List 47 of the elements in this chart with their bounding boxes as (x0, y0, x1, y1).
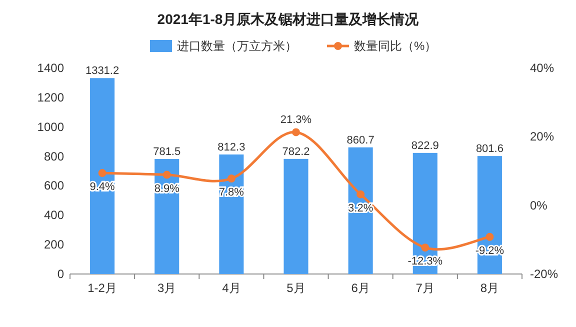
y-tick-label: 1400 (37, 61, 64, 75)
y2-tick-label: 0% (530, 198, 548, 212)
legend-label: 进口数量（万立方米） (177, 39, 297, 53)
x-tick-label: 5月 (286, 281, 306, 295)
y-tick-label: 0 (57, 267, 64, 281)
data-label: 21.3% (280, 114, 312, 126)
data-label: 3.2% (348, 202, 374, 214)
data-label: 8.9% (154, 182, 180, 195)
point (162, 170, 171, 179)
data-label: 1331.2 (85, 65, 120, 78)
bar (154, 159, 180, 274)
x-tick-label: 4月 (222, 281, 241, 295)
y2-tick-label: 40% (530, 61, 554, 75)
legend-label: 数量同比（%） (354, 39, 437, 53)
point (292, 128, 300, 136)
x-tick-label: 6月 (351, 281, 370, 295)
chart-title: 2021年1-8月原木及锯材进口量及增长情况 (157, 11, 420, 27)
data-label: 822.9 (411, 140, 439, 152)
y2-tick-label: 20% (530, 130, 554, 144)
data-label: 860.7 (346, 134, 374, 146)
point (227, 174, 236, 183)
bar (219, 154, 244, 274)
bar (477, 156, 502, 274)
point (421, 244, 430, 252)
x-tick-label: 7月 (416, 281, 434, 295)
y-tick-label: 1200 (37, 90, 64, 104)
data-label: 782.2 (282, 146, 310, 158)
y-tick-label: 1000 (37, 120, 64, 134)
bar (284, 158, 308, 274)
point (486, 232, 494, 241)
data-label: 801.6 (476, 143, 504, 156)
data-label: 7.8% (218, 186, 244, 199)
x-tick-label: 8月 (480, 281, 500, 295)
y-tick-label: 400 (44, 208, 64, 222)
data-label: 812.3 (218, 141, 246, 154)
x-tick-label: 1-2月 (88, 281, 117, 295)
y-tick-label: 600 (44, 178, 64, 193)
data-label: 9.4% (90, 181, 116, 194)
point (98, 169, 106, 178)
data-label: 781.5 (153, 146, 181, 158)
y2-tick-label: -20% (530, 267, 558, 281)
y-tick-label: 200 (44, 238, 64, 252)
x-tick-label: 3月 (158, 281, 176, 295)
y-tick-label: 800 (44, 149, 64, 164)
bar (348, 147, 373, 274)
point (356, 190, 365, 198)
bar (90, 78, 115, 274)
